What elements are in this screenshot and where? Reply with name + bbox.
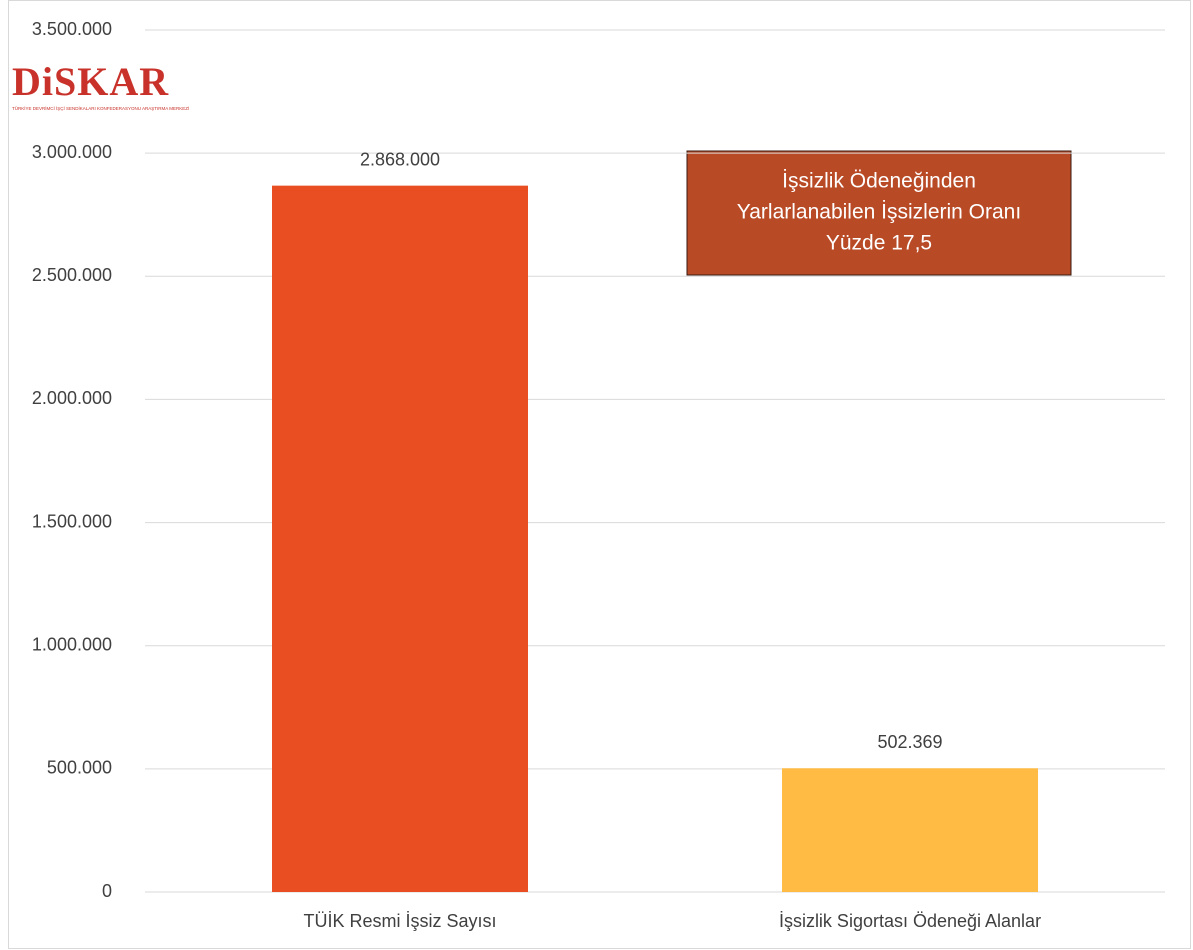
logo-text: DiSKAR [12,59,169,104]
logo-subtitle: TÜRKİYE DEVRİMCİ İŞÇİ SENDİKALARI KONFED… [12,105,189,111]
y-tick-label: 1.500.000 [32,511,112,531]
x-tick-label: İşsizlik Sigortası Ödeneği Alanlar [779,911,1041,931]
annotation-box [686,150,1072,276]
chart-frame [8,0,1191,949]
y-tick-label: 500.000 [47,758,112,778]
bar [782,768,1038,892]
annotation-text: İşsizlik Ödeneğinden [782,170,976,193]
x-tick-label: TÜİK Resmi İşsiz Sayısı [303,911,496,931]
annotation-text: Yarlarlanabilen İşsizlerin Oranı [737,201,1021,224]
y-tick-label: 1.000.000 [32,634,112,654]
y-tick-label: 2.500.000 [32,265,112,285]
value-label: 2.868.000 [360,149,440,169]
y-tick-label: 0 [102,881,112,901]
y-tick-label: 2.000.000 [32,388,112,408]
bar [272,185,528,892]
y-tick-label: 3.500.000 [32,19,112,39]
y-tick-label: 3.000.000 [32,142,112,162]
value-label: 502.369 [877,732,942,752]
annotation-text: Yüzde 17,5 [826,232,932,255]
